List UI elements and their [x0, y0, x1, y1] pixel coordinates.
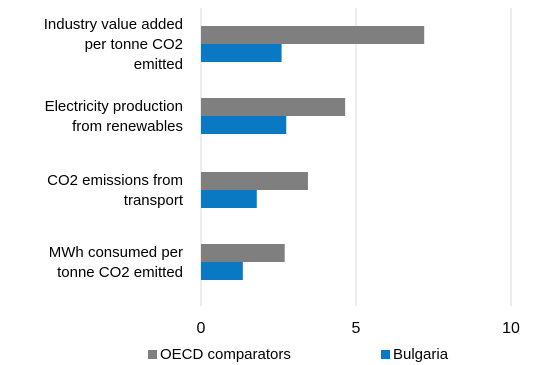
bars [201, 26, 425, 280]
legend-item-bulgaria-swatch [381, 350, 390, 359]
bar-oecd-3 [201, 172, 308, 190]
category-label-4-line-1: MWh consumed per [49, 244, 183, 261]
bar-bulgaria-3 [201, 190, 257, 208]
bar-oecd-2 [201, 98, 346, 116]
x-tick-label-0: 0 [197, 320, 206, 337]
bar-bulgaria-4 [201, 262, 243, 280]
category-labels: Industry value added per tonne CO2 emitted… [44, 16, 184, 281]
bar-bulgaria-2 [201, 116, 287, 134]
x-tick-label-10: 10 [502, 320, 520, 337]
category-label-4-line-2: tonne CO2 emitted [57, 264, 183, 281]
category-label-1-line-3: emitted [134, 56, 183, 73]
legend-item-bulgaria-label: Bulgaria [393, 346, 449, 363]
x-tick-label-5: 5 [352, 320, 361, 337]
category-label-1-line-2: per tonne CO2 [85, 36, 183, 53]
x-axis-ticks: 0 5 10 [197, 320, 520, 337]
category-label-2-line-1: Electricity production [45, 98, 183, 115]
bar-oecd-4 [201, 244, 285, 262]
category-label-2-line-2: from renewables [72, 118, 183, 135]
bar-oecd-1 [201, 26, 425, 44]
legend-item-oecd-swatch [148, 350, 157, 359]
bar-bulgaria-1 [201, 44, 282, 62]
legend-item-oecd-label: OECD comparators [160, 346, 291, 363]
category-label-3-line-2: transport [124, 192, 184, 209]
legend: OECD comparators Bulgaria [148, 346, 449, 363]
category-label-1-line-1: Industry value added [44, 16, 183, 33]
category-label-3-line-1: CO2 emissions from [47, 172, 183, 189]
